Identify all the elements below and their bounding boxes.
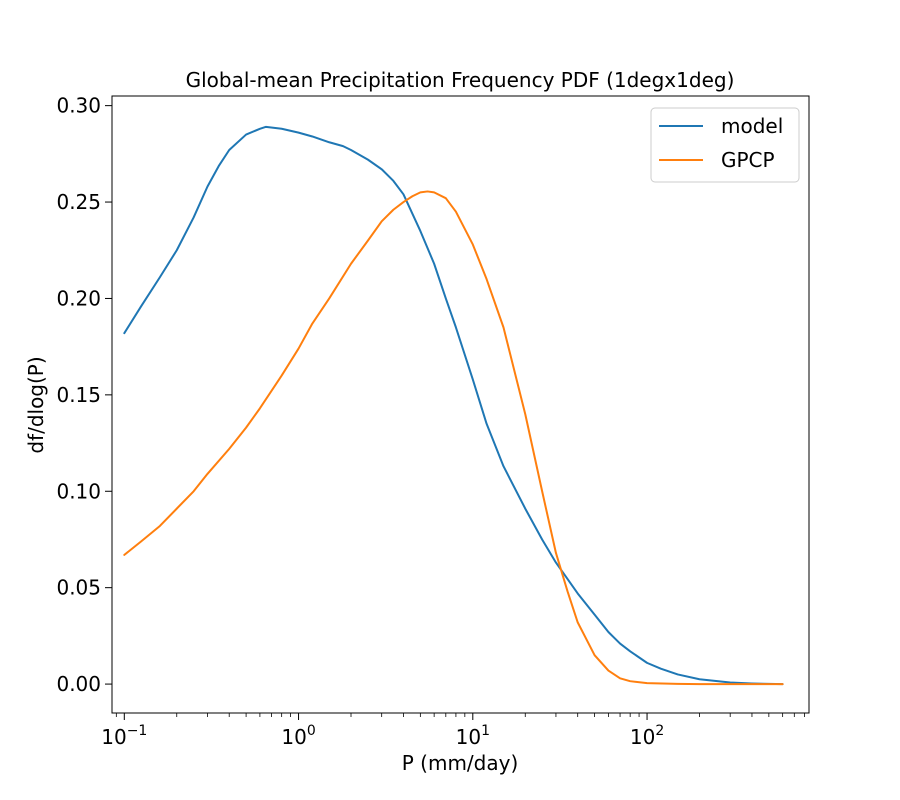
series-line-gpcp bbox=[123, 190, 784, 686]
y-tick-label: 0.05 bbox=[56, 576, 101, 600]
x-tick-label: 10−1 bbox=[101, 723, 147, 749]
x-tick-label: 102 bbox=[630, 723, 664, 749]
series-line-model bbox=[123, 125, 784, 686]
legend-label-model: model bbox=[721, 114, 783, 138]
legend-label-gpcp: GPCP bbox=[721, 148, 775, 172]
y-tick-label: 0.20 bbox=[56, 286, 101, 310]
chart-title: Global-mean Precipitation Frequency PDF … bbox=[186, 68, 735, 92]
legend: model GPCP bbox=[650, 107, 800, 183]
x-tick-label: 100 bbox=[281, 723, 315, 749]
y-tick-label: 0.30 bbox=[56, 94, 101, 118]
plot-frame bbox=[111, 95, 810, 714]
x-axis-label: P (mm/day) bbox=[402, 751, 519, 775]
y-axis: 0.00 0.05 0.10 0.15 0.20 0.25 0.30 bbox=[56, 94, 112, 696]
y-tick-label: 0.10 bbox=[56, 479, 101, 503]
x-axis: 10−1 100 101 102 bbox=[101, 713, 805, 749]
y-tick-label: 0.00 bbox=[56, 672, 101, 696]
x-tick-label: 101 bbox=[456, 723, 490, 749]
y-axis-label: df/dlog(P) bbox=[24, 356, 48, 453]
y-tick-label: 0.25 bbox=[56, 190, 101, 214]
y-tick-label: 0.15 bbox=[56, 383, 101, 407]
